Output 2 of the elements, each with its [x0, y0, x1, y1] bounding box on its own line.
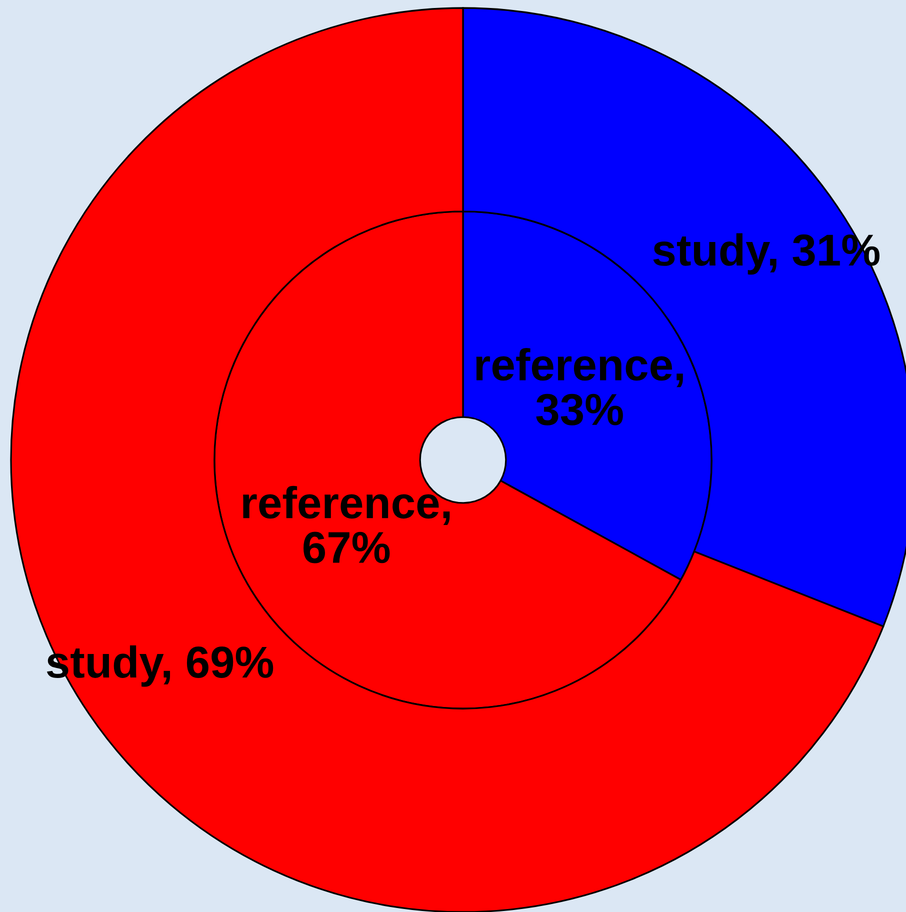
data-label: reference, 67%: [243, 486, 450, 564]
data-label: reference, 33%: [476, 348, 683, 426]
